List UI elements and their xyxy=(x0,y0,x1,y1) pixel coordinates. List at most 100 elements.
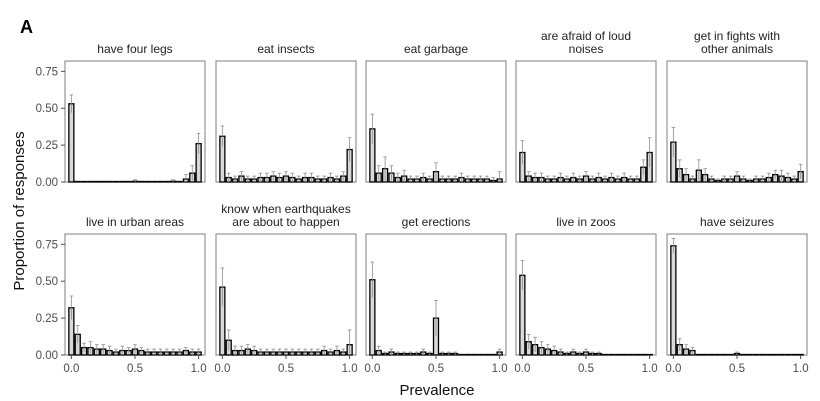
error-bar xyxy=(133,179,137,182)
error-bar xyxy=(246,344,250,354)
histogram-bar xyxy=(752,353,760,356)
error-bar xyxy=(69,94,74,113)
error-bar xyxy=(383,156,387,181)
error-bar xyxy=(239,171,244,181)
facet-title: are about to happen xyxy=(232,215,339,229)
error-bar xyxy=(533,172,537,182)
histogram-bar xyxy=(471,353,478,356)
error-bar xyxy=(635,175,639,182)
error-bar xyxy=(434,162,438,181)
error-bar xyxy=(303,348,307,355)
error-bar xyxy=(558,172,563,182)
error-bar xyxy=(258,172,263,182)
error-bar xyxy=(735,171,739,181)
error-bar xyxy=(252,345,256,355)
x-tick-label: 0.5 xyxy=(729,363,745,375)
error-bar xyxy=(114,348,118,355)
error-bar xyxy=(284,348,288,355)
error-bar xyxy=(184,347,188,354)
error-bar xyxy=(565,351,569,355)
error-bar xyxy=(316,348,320,355)
error-bar xyxy=(440,351,445,355)
y-tick-label: 0.50 xyxy=(36,103,58,115)
error-bar xyxy=(590,351,595,355)
error-bar xyxy=(552,175,556,182)
histogram-bar xyxy=(458,353,465,356)
histogram-bar xyxy=(125,180,132,183)
error-bar xyxy=(497,171,502,182)
histogram-bar xyxy=(746,353,753,356)
error-bar xyxy=(546,175,550,182)
error-bar xyxy=(277,172,282,182)
error-bar xyxy=(526,333,531,350)
histogram-bar xyxy=(670,245,677,356)
error-bar xyxy=(265,172,269,182)
error-bar xyxy=(258,348,263,355)
error-bar xyxy=(546,344,550,354)
error-bar xyxy=(741,175,746,182)
error-bar xyxy=(265,348,269,355)
error-bar xyxy=(396,172,400,182)
histogram-bar xyxy=(621,353,628,356)
panel-frame xyxy=(365,60,507,183)
histogram-bar xyxy=(702,353,709,356)
error-bar xyxy=(609,172,614,182)
error-bar xyxy=(690,347,695,354)
error-bar xyxy=(341,348,346,355)
error-bar xyxy=(296,348,301,355)
facet-title: noises xyxy=(569,42,604,56)
x-tick-label: 1.0 xyxy=(342,363,358,375)
histogram-bar xyxy=(759,353,766,356)
error-bar xyxy=(165,348,169,355)
histogram-bar xyxy=(646,353,653,356)
error-bar xyxy=(271,171,276,181)
error-bar xyxy=(296,175,301,182)
error-bar xyxy=(309,172,314,182)
histogram-bar xyxy=(797,353,804,356)
error-bar xyxy=(402,351,406,355)
error-bar xyxy=(485,175,489,182)
error-bar xyxy=(82,342,86,353)
histogram-bar xyxy=(68,103,75,183)
error-bar xyxy=(347,329,352,355)
error-bar xyxy=(497,348,502,355)
error-bar xyxy=(571,172,576,182)
error-bar xyxy=(434,299,438,336)
x-tick-label: 0.5 xyxy=(127,363,143,375)
error-bar xyxy=(290,172,295,182)
error-bar xyxy=(277,348,282,355)
error-bar xyxy=(271,348,276,355)
facet-title: have four legs xyxy=(97,42,172,56)
error-bar xyxy=(120,345,125,355)
histogram-bar xyxy=(601,353,609,356)
error-bar xyxy=(75,325,80,344)
error-bar xyxy=(779,169,784,182)
error-bar xyxy=(446,351,451,355)
error-bar xyxy=(446,175,451,182)
error-bar xyxy=(728,175,733,182)
error-bar xyxy=(341,171,346,181)
histogram-bar xyxy=(640,353,647,356)
x-tick-label: 1.0 xyxy=(793,363,809,375)
error-bar xyxy=(220,125,225,147)
error-bar xyxy=(697,159,701,181)
facet-title: are afraid of loud xyxy=(541,29,631,43)
error-bar xyxy=(184,174,188,182)
panel-frame xyxy=(215,60,357,183)
error-bar xyxy=(328,348,333,355)
histogram-bar xyxy=(80,180,88,183)
error-bar xyxy=(335,175,339,182)
error-bar xyxy=(577,351,582,355)
x-axis-title: Prevalence xyxy=(399,382,474,399)
histogram-bar xyxy=(740,353,747,356)
facet-panel: live in zoos 0.0 0.5 1.0 xyxy=(514,215,657,375)
error-bar xyxy=(226,329,231,351)
error-bar xyxy=(453,175,457,182)
error-bar xyxy=(440,175,445,182)
histogram-bar xyxy=(714,353,722,356)
facet-panel: eat garbage xyxy=(365,42,507,183)
error-bar xyxy=(427,351,432,355)
